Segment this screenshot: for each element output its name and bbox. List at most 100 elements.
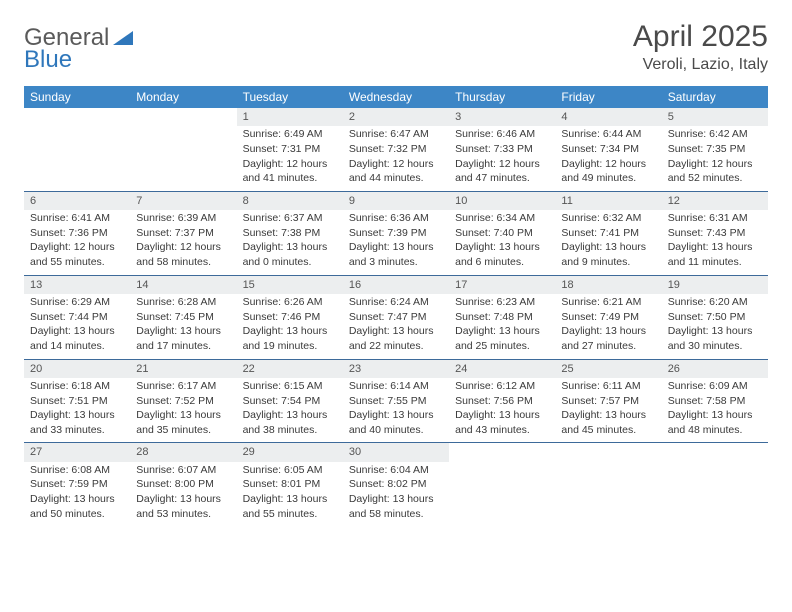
sunset-text: Sunset: 7:46 PM — [243, 311, 337, 325]
day-info: Sunrise: 6:09 AMSunset: 7:58 PMDaylight:… — [662, 380, 768, 438]
day-cell: 22Sunrise: 6:15 AMSunset: 7:54 PMDayligh… — [237, 360, 343, 443]
daylight-text: and 44 minutes. — [349, 172, 443, 186]
day-number: 11 — [555, 192, 661, 210]
daylight-text: and 47 minutes. — [455, 172, 549, 186]
sunset-text: Sunset: 7:44 PM — [30, 311, 124, 325]
daylight-text: Daylight: 12 hours — [243, 158, 337, 172]
day-info: Sunrise: 6:37 AMSunset: 7:38 PMDaylight:… — [237, 212, 343, 270]
day-info: Sunrise: 6:15 AMSunset: 7:54 PMDaylight:… — [237, 380, 343, 438]
weeks-container: .. 1 Sunrise: 6:49 AMSunset: 7:31 PMDaylig… — [24, 108, 768, 526]
sunrise-text: Sunrise: 6:04 AM — [349, 464, 443, 478]
sunset-text: Sunset: 7:54 PM — [243, 395, 337, 409]
daylight-text: Daylight: 12 hours — [668, 158, 762, 172]
sunset-text: Sunset: 7:48 PM — [455, 311, 549, 325]
day-info: Sunrise: 6:11 AMSunset: 7:57 PMDaylight:… — [555, 380, 661, 438]
daylight-text: Daylight: 13 hours — [243, 325, 337, 339]
sunrise-text: Sunrise: 6:07 AM — [136, 464, 230, 478]
day-cell: 3Sunrise: 6:46 AMSunset: 7:33 PMDaylight… — [449, 108, 555, 191]
dow-tuesday: Tuesday — [237, 86, 343, 108]
dow-saturday: Saturday — [662, 86, 768, 108]
day-cell: 8Sunrise: 6:37 AMSunset: 7:38 PMDaylight… — [237, 192, 343, 275]
daylight-text: and 50 minutes. — [30, 508, 124, 522]
daylight-text: Daylight: 12 hours — [455, 158, 549, 172]
day-number: 28 — [130, 443, 236, 461]
daylight-text: and 30 minutes. — [668, 340, 762, 354]
day-number: 1 — [237, 108, 343, 126]
day-cell: 19Sunrise: 6:20 AMSunset: 7:50 PMDayligh… — [662, 276, 768, 359]
empty-cell: . — [662, 443, 768, 526]
day-cell: 4Sunrise: 6:44 AMSunset: 7:34 PMDaylight… — [555, 108, 661, 191]
daylight-text: Daylight: 13 hours — [561, 409, 655, 423]
day-info: Sunrise: 6:49 AMSunset: 7:31 PMDaylight:… — [237, 128, 343, 186]
day-info: Sunrise: 6:39 AMSunset: 7:37 PMDaylight:… — [130, 212, 236, 270]
day-cell: 29Sunrise: 6:05 AMSunset: 8:01 PMDayligh… — [237, 443, 343, 526]
day-info: Sunrise: 6:21 AMSunset: 7:49 PMDaylight:… — [555, 296, 661, 354]
sunrise-text: Sunrise: 6:11 AM — [561, 380, 655, 394]
day-info: Sunrise: 6:29 AMSunset: 7:44 PMDaylight:… — [24, 296, 130, 354]
day-info: Sunrise: 6:32 AMSunset: 7:41 PMDaylight:… — [555, 212, 661, 270]
daylight-text: Daylight: 12 hours — [349, 158, 443, 172]
sunrise-text: Sunrise: 6:29 AM — [30, 296, 124, 310]
day-cell: 17Sunrise: 6:23 AMSunset: 7:48 PMDayligh… — [449, 276, 555, 359]
daylight-text: Daylight: 13 hours — [668, 409, 762, 423]
sunrise-text: Sunrise: 6:37 AM — [243, 212, 337, 226]
calendar: SundayMondayTuesdayWednesdayThursdayFrid… — [24, 86, 768, 526]
daylight-text: Daylight: 13 hours — [561, 325, 655, 339]
empty-cell: . — [555, 443, 661, 526]
day-number: 18 — [555, 276, 661, 294]
sunset-text: Sunset: 7:49 PM — [561, 311, 655, 325]
daylight-text: and 38 minutes. — [243, 424, 337, 438]
day-cell: 25Sunrise: 6:11 AMSunset: 7:57 PMDayligh… — [555, 360, 661, 443]
day-info: Sunrise: 6:28 AMSunset: 7:45 PMDaylight:… — [130, 296, 236, 354]
daylight-text: Daylight: 13 hours — [30, 409, 124, 423]
sunset-text: Sunset: 7:39 PM — [349, 227, 443, 241]
week-row: 6Sunrise: 6:41 AMSunset: 7:36 PMDaylight… — [24, 192, 768, 276]
sunrise-text: Sunrise: 6:26 AM — [243, 296, 337, 310]
sunrise-text: Sunrise: 6:28 AM — [136, 296, 230, 310]
day-number: 24 — [449, 360, 555, 378]
day-cell: 16Sunrise: 6:24 AMSunset: 7:47 PMDayligh… — [343, 276, 449, 359]
day-info: Sunrise: 6:47 AMSunset: 7:32 PMDaylight:… — [343, 128, 449, 186]
sunrise-text: Sunrise: 6:34 AM — [455, 212, 549, 226]
daylight-text: and 6 minutes. — [455, 256, 549, 270]
dow-thursday: Thursday — [449, 86, 555, 108]
day-number: 15 — [237, 276, 343, 294]
day-number: 3 — [449, 108, 555, 126]
daylight-text: and 19 minutes. — [243, 340, 337, 354]
dow-friday: Friday — [555, 86, 661, 108]
day-cell: 26Sunrise: 6:09 AMSunset: 7:58 PMDayligh… — [662, 360, 768, 443]
day-cell: 27Sunrise: 6:08 AMSunset: 7:59 PMDayligh… — [24, 443, 130, 526]
daylight-text: Daylight: 13 hours — [30, 325, 124, 339]
day-number: 2 — [343, 108, 449, 126]
daylight-text: Daylight: 13 hours — [349, 409, 443, 423]
daylight-text: and 52 minutes. — [668, 172, 762, 186]
daylight-text: and 49 minutes. — [561, 172, 655, 186]
day-info: Sunrise: 6:31 AMSunset: 7:43 PMDaylight:… — [662, 212, 768, 270]
empty-cell: . — [24, 108, 130, 191]
sunset-text: Sunset: 7:57 PM — [561, 395, 655, 409]
day-number: 7 — [130, 192, 236, 210]
sunrise-text: Sunrise: 6:23 AM — [455, 296, 549, 310]
day-info: Sunrise: 6:20 AMSunset: 7:50 PMDaylight:… — [662, 296, 768, 354]
day-info: Sunrise: 6:41 AMSunset: 7:36 PMDaylight:… — [24, 212, 130, 270]
day-info: Sunrise: 6:42 AMSunset: 7:35 PMDaylight:… — [662, 128, 768, 186]
daylight-text: Daylight: 12 hours — [136, 241, 230, 255]
sunrise-text: Sunrise: 6:32 AM — [561, 212, 655, 226]
day-number: 20 — [24, 360, 130, 378]
day-info: Sunrise: 6:05 AMSunset: 8:01 PMDaylight:… — [237, 464, 343, 522]
day-info: Sunrise: 6:24 AMSunset: 7:47 PMDaylight:… — [343, 296, 449, 354]
daylight-text: and 11 minutes. — [668, 256, 762, 270]
day-info: Sunrise: 6:14 AMSunset: 7:55 PMDaylight:… — [343, 380, 449, 438]
day-number: 30 — [343, 443, 449, 461]
day-cell: 12Sunrise: 6:31 AMSunset: 7:43 PMDayligh… — [662, 192, 768, 275]
day-cell: 7 Sunrise: 6:39 AMSunset: 7:37 PMDaylight… — [130, 192, 236, 275]
sunset-text: Sunset: 7:31 PM — [243, 143, 337, 157]
day-number: 17 — [449, 276, 555, 294]
day-cell: 23Sunrise: 6:14 AMSunset: 7:55 PMDayligh… — [343, 360, 449, 443]
day-cell: 24Sunrise: 6:12 AMSunset: 7:56 PMDayligh… — [449, 360, 555, 443]
daylight-text: and 33 minutes. — [30, 424, 124, 438]
sunset-text: Sunset: 7:52 PM — [136, 395, 230, 409]
day-info: Sunrise: 6:18 AMSunset: 7:51 PMDaylight:… — [24, 380, 130, 438]
day-cell: 30Sunrise: 6:04 AMSunset: 8:02 PMDayligh… — [343, 443, 449, 526]
daylight-text: Daylight: 13 hours — [349, 493, 443, 507]
